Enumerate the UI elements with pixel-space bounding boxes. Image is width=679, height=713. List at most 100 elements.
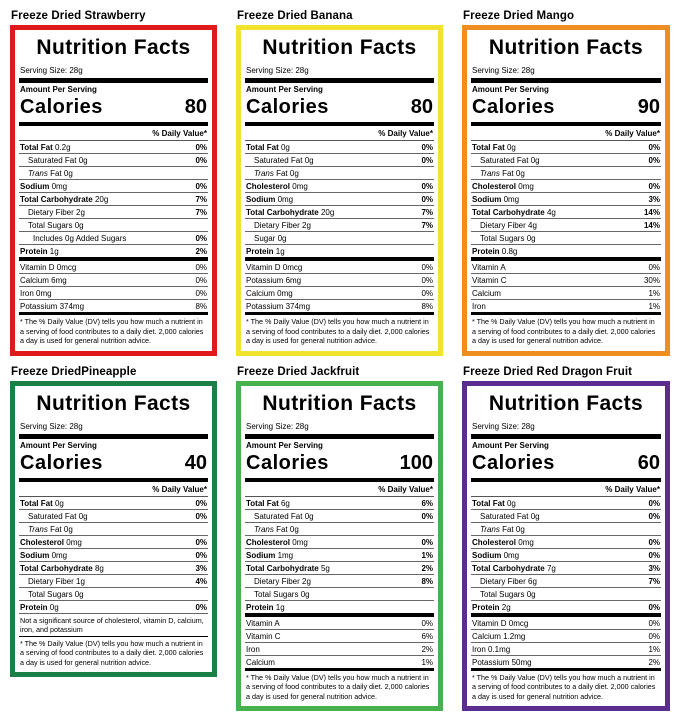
daily-value-footnote: * The % Daily Value (DV) tells you how m… [245, 315, 434, 347]
nutrient-name: Iron [472, 302, 486, 311]
daily-value: 0% [195, 156, 207, 165]
daily-value: 0% [648, 603, 660, 612]
daily-value: 1% [648, 289, 660, 298]
nutrient-name: Total Sugars 0g [246, 590, 310, 599]
daily-value: 0% [648, 499, 660, 508]
nutrition-facts-title: Nutrition Facts [19, 389, 208, 420]
daily-value: 1% [421, 658, 433, 667]
nutrient-name: Vitamin D 0mcg [472, 619, 528, 628]
daily-value-header: % Daily Value* [471, 126, 661, 141]
nutrient-name: Potassium 374mg [246, 302, 310, 311]
calories-row: Calories 90 [471, 95, 661, 122]
serving-size: Serving Size: 28g [245, 64, 434, 78]
daily-value-header: % Daily Value* [19, 126, 208, 141]
daily-value-footnote: * The % Daily Value (DV) tells you how m… [19, 637, 208, 669]
nutrient-name: Total Carbohydrate 20g [20, 195, 108, 204]
daily-value: 0% [421, 195, 433, 204]
daily-value: 1% [648, 645, 660, 654]
calories-row: Calories 80 [245, 95, 434, 122]
amount-per-serving: Amount Per Serving [471, 439, 661, 451]
daily-value-footnote: * The % Daily Value (DV) tells you how m… [19, 315, 208, 347]
daily-value: 8% [421, 302, 433, 311]
nutrient-name: Protein 1g [246, 603, 285, 612]
calories-label: Calories [472, 96, 555, 119]
nutrient-name: Total Carbohydrate 8g [20, 564, 104, 573]
nutrition-facts-title: Nutrition Facts [245, 389, 434, 420]
nutrient-name: Trans Fat 0g [246, 525, 299, 534]
nutrient-row: Total Sugars 0g [245, 587, 434, 600]
label-cell: Freeze Dried Red Dragon Fruit Nutrition … [452, 358, 679, 713]
nutrient-row: Total Carbohydrate 20g 7% [19, 192, 208, 205]
nutrient-name: Sugar 0g [246, 234, 286, 243]
daily-value: 7% [195, 195, 207, 204]
daily-value: 3% [195, 564, 207, 573]
nutrient-name: Total Sugars 0g [20, 590, 84, 599]
calories-value: 40 [185, 452, 207, 475]
daily-value: 0% [648, 538, 660, 547]
serving-size: Serving Size: 28g [19, 64, 208, 78]
nutrient-name: Sodium 0mg [20, 182, 67, 191]
nutrient-row: Protein 0.8g [471, 244, 661, 257]
nutrient-row: Total Sugars 0g [19, 218, 208, 231]
daily-value: 14% [644, 221, 660, 230]
nutrition-card: Nutrition Facts Serving Size: 28g Amount… [236, 381, 443, 712]
nutrient-name: Total Carbohydrate 7g [472, 564, 556, 573]
nutrition-facts-title: Nutrition Facts [19, 33, 208, 64]
daily-value-header: % Daily Value* [471, 482, 661, 497]
nutrient-name: Protein 0.8g [472, 247, 517, 256]
nutrient-name: Total Fat 0g [472, 499, 516, 508]
vitamin-row: Vitamin D 0mcg 0% [471, 617, 661, 629]
daily-value: 0% [648, 619, 660, 628]
nutrient-row: Trans Fat 0g [19, 522, 208, 535]
calories-value: 90 [638, 96, 660, 119]
serving-size: Serving Size: 28g [245, 420, 434, 434]
label-cell: Freeze Dried Jackfruit Nutrition Facts S… [226, 358, 452, 713]
calories-value: 60 [638, 452, 660, 475]
nutrition-card: Nutrition Facts Serving Size: 28g Amount… [236, 25, 443, 356]
daily-value-header: % Daily Value* [19, 482, 208, 497]
calories-value: 100 [400, 452, 433, 475]
nutrient-name: Total Carbohydrate 5g [246, 564, 330, 573]
daily-value-footnote: * The % Daily Value (DV) tells you how m… [245, 671, 434, 703]
nutrient-name: Calcium [246, 658, 275, 667]
nutrient-name: Trans Fat 0g [20, 169, 73, 178]
label-cell: Freeze Dried Mango Nutrition Facts Servi… [452, 0, 679, 358]
daily-value: 2% [421, 564, 433, 573]
daily-value: 0% [421, 538, 433, 547]
calories-label: Calories [20, 452, 103, 475]
nutrient-row: Trans Fat 0g [471, 166, 661, 179]
calories-value: 80 [411, 96, 433, 119]
label-cell: Freeze Dried Strawberry Nutrition Facts … [0, 0, 226, 358]
nutrient-name: Dietary Fiber 2g [246, 577, 311, 586]
daily-value: 0% [648, 632, 660, 641]
daily-value-footnote: * The % Daily Value (DV) tells you how m… [471, 671, 661, 703]
nutrient-name: Total Carbohydrate 20g [246, 208, 334, 217]
nutrition-card: Nutrition Facts Serving Size: 28g Amount… [10, 25, 217, 356]
nutrient-name: Sodium 0mg [472, 195, 519, 204]
